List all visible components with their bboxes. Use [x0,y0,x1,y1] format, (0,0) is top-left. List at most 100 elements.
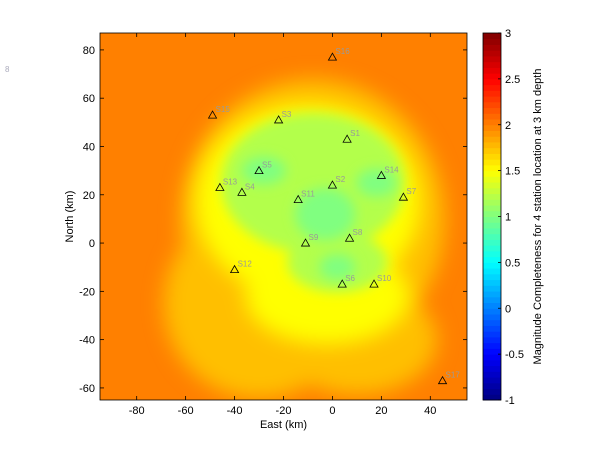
x-tick-label: -20 [276,405,292,417]
colorbar-swatch [483,182,501,189]
colorbar-tick-label: -1 [505,395,515,407]
station-label: S10 [377,274,392,283]
colorbar-swatch [483,84,501,91]
station-label: S1 [350,129,360,138]
station-marker [237,187,247,196]
colorbar-swatch [483,296,501,304]
colorbar-swatch [483,44,501,51]
y-tick-label: -60 [79,383,95,395]
station-marker [337,279,347,288]
plot-axes: -80 -60 -40 -20 0 20 40 -60 -40 -20 0 20 40 60 80 [79,32,468,417]
station-marker [293,194,303,203]
station-marker [342,134,352,143]
colorbar-swatch [483,124,501,131]
y-axis-label: North (km) [64,191,76,243]
colorbar-swatch [483,233,501,240]
colorbar-tick-label: 0.5 [505,257,520,269]
colorbar-swatch [483,268,501,275]
station-marker [300,238,311,247]
y-tick-label: -40 [79,335,95,347]
colorbar-swatch [483,73,501,80]
station-label: S6 [345,274,355,283]
colorbar-swatch [483,336,501,344]
colorbar-tick-label: 2.5 [505,74,520,86]
colorbar-swatch [483,308,501,315]
colorbar-swatch [483,176,501,183]
station-label: S4 [245,182,255,191]
colorbar-swatch [483,205,501,212]
colorbar-swatch [483,227,501,235]
colorbar-swatch [483,113,501,120]
colorbar-swatch [483,50,501,57]
station-label: S7 [406,187,416,196]
colorbar-swatch [483,302,501,309]
station-marker [327,52,338,61]
station-label: S11 [301,190,315,199]
colorbar-tick-label: 1 [505,212,511,224]
station-label: S5 [262,161,272,170]
colorbar-swatch [483,331,501,338]
colorbar-swatch [483,285,501,292]
x-tick-label: 0 [329,405,335,417]
colorbar-swatch [483,136,501,143]
colorbar-swatch [483,107,501,114]
colorbar-tick-label: -0.5 [505,349,524,361]
colorbar-swatch [483,245,501,252]
colorbar-swatch [483,170,501,177]
station-label: S17 [446,371,461,380]
station-marker [273,115,284,124]
y-tick-label: -20 [79,286,95,298]
colorbar-swatch [483,354,501,361]
colorbar-tick-label: 0 [505,303,511,315]
colorbar-swatch [483,371,501,378]
colorbar-swatch [483,199,501,206]
colorbar-swatch [483,382,501,390]
field-core-zone [241,156,397,281]
station-marker [376,170,387,179]
station-marker [437,375,448,385]
colorbar-swatch [483,130,501,137]
colorbar-swatch [483,101,501,109]
colorbar-label: Magnitude Completeness for 4 station loc… [532,69,544,365]
colorbar-swatch [483,141,501,149]
colorbar-swatch [483,187,501,195]
colorbar-swatch [483,96,501,103]
colorbar-swatch [483,153,501,160]
x-axis-label: East (km) [260,419,307,431]
colorbar-swatch [483,90,501,97]
colorbar-swatch [483,38,501,45]
colorbar-swatch [483,193,501,200]
y-tick-label: 40 [83,141,95,153]
x-tick-label: -80 [129,405,145,417]
colorbar-tick-label: 2 [505,120,511,132]
x-tick-label: 20 [375,405,387,417]
colorbar-swatch [483,262,501,269]
colorbar-swatch [483,319,501,326]
colorbar: -1 -0.5 0 0.5 1 1.5 2 2.5 3 [482,28,524,407]
colorbar-tick-label: 3 [505,28,511,40]
colorbar-swatch [483,394,501,401]
station-label: S9 [309,233,319,242]
station-label: S13 [223,178,238,187]
y-tick-label: 60 [83,93,95,105]
colorbar-swatch [483,325,501,332]
corner-note: 8 [5,65,10,74]
x-tick-label: 40 [424,405,436,417]
x-tick-label: -40 [227,405,243,417]
colorbar-swatch [483,388,501,395]
station-marker [369,279,379,288]
station-label: S8 [353,228,363,237]
y-tick-label: 80 [83,45,95,57]
x-tick-label: -60 [178,405,194,417]
colorbar-swatch [483,222,501,229]
colorbar-swatch [483,119,501,126]
station-label: S3 [282,110,292,119]
colorbar-swatch [483,359,501,367]
station-marker [327,180,338,189]
station-marker [254,165,264,175]
colorbar-swatch [483,61,501,68]
station-label: S2 [335,175,345,184]
colorbar-swatch [483,313,501,321]
station-marker [229,264,240,274]
